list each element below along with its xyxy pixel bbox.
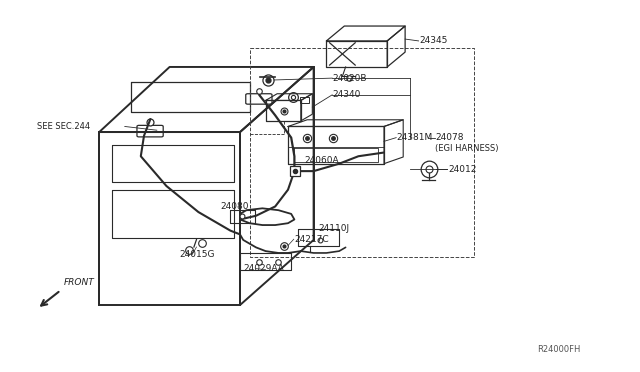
FancyBboxPatch shape: [246, 94, 272, 104]
Text: 24029AA: 24029AA: [243, 264, 284, 273]
Text: SEE SEC.244: SEE SEC.244: [37, 122, 90, 131]
Text: 24012: 24012: [448, 165, 476, 174]
Text: 24217C: 24217C: [294, 235, 329, 244]
Text: 24060A: 24060A: [304, 156, 339, 165]
Text: 24345: 24345: [419, 36, 447, 45]
Text: 24381M: 24381M: [397, 133, 433, 142]
Bar: [300, 97, 309, 103]
FancyBboxPatch shape: [137, 125, 163, 137]
Text: 24078: 24078: [435, 133, 464, 142]
Text: 24110J: 24110J: [318, 224, 349, 233]
Text: 24020B: 24020B: [333, 74, 367, 83]
Text: R24000FH: R24000FH: [538, 345, 581, 354]
Text: (EGI HARNESS): (EGI HARNESS): [435, 144, 499, 153]
Text: 24015G: 24015G: [179, 250, 214, 259]
Text: 24340: 24340: [333, 90, 361, 99]
Text: FRONT: FRONT: [64, 278, 95, 287]
Text: 24080: 24080: [221, 202, 250, 211]
